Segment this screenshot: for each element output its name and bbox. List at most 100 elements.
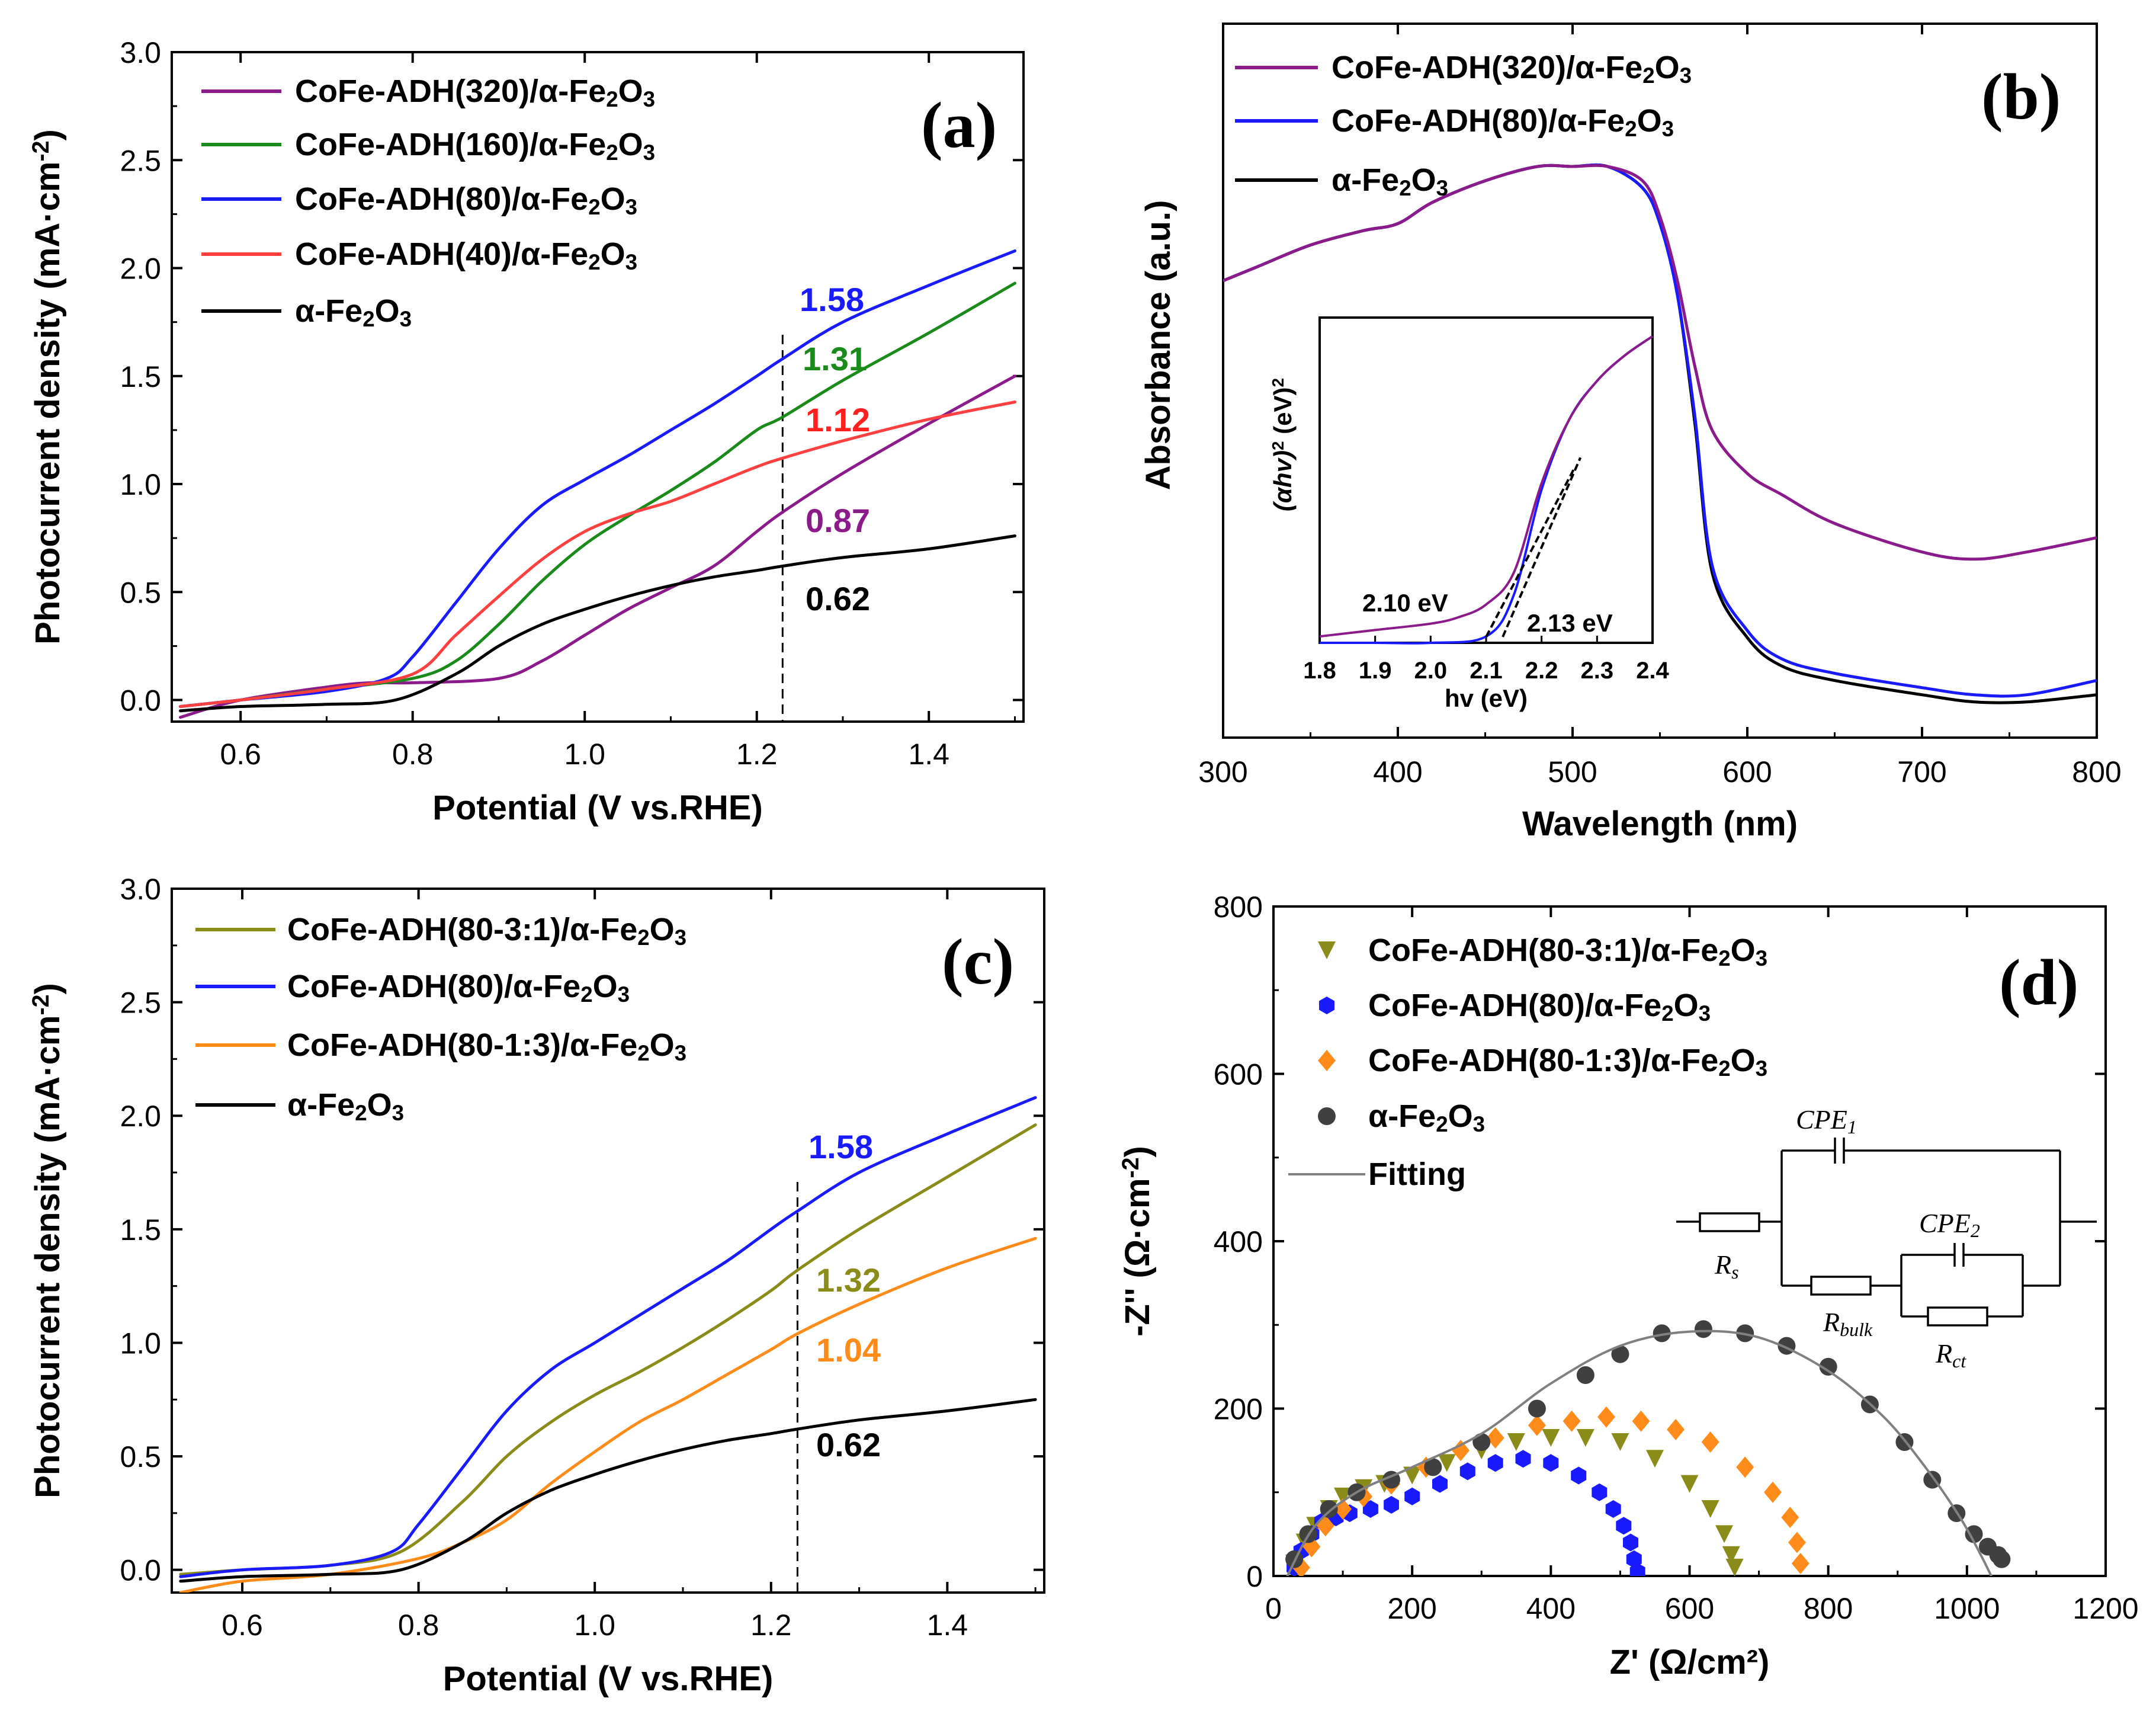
plot-area	[179, 249, 1016, 722]
x-tick-label: 0	[1265, 1592, 1282, 1625]
y-tick-label: 2.0	[120, 1100, 161, 1133]
data-point	[1629, 1562, 1645, 1576]
data-point	[1452, 1440, 1470, 1462]
legend-marker	[1318, 941, 1336, 959]
x-tick-label: 1.2	[736, 738, 778, 771]
bandgap-annotation: 2.10 eV	[1362, 589, 1448, 617]
data-point	[1764, 1481, 1782, 1503]
y-tick-label: 0.0	[120, 1554, 161, 1587]
circuit-label: Rbulk	[1823, 1307, 1873, 1340]
resistor-Rbulk	[1810, 1276, 1872, 1296]
data-point	[1736, 1456, 1754, 1478]
data-point	[1819, 1357, 1837, 1376]
value-annotation: 0.62	[806, 580, 870, 617]
x-axis-label: Z' (Ω/cm²)	[1610, 1643, 1770, 1681]
data-point	[1528, 1399, 1546, 1418]
panel-label-d: (d)	[1999, 946, 2078, 1018]
series-line	[179, 1398, 1037, 1583]
legend-label: CoFe-ADH(80-1:3)/α-Fe2O3	[1368, 1043, 1767, 1081]
data-point	[1320, 1500, 1338, 1518]
bandgap-annotation: 2.13 eV	[1527, 609, 1613, 637]
series-line	[1286, 1329, 1993, 1576]
circuit-label: CPE2	[1919, 1208, 1980, 1241]
data-point	[1542, 1428, 1560, 1447]
circuit-label: Rct	[1935, 1338, 1966, 1372]
data-point	[1722, 1546, 1740, 1564]
plot-area	[179, 1096, 1037, 1593]
x-tick-label: 800	[1804, 1592, 1853, 1625]
data-point	[1472, 1433, 1491, 1451]
inset-x-tick-label: 2.2	[1525, 658, 1558, 684]
series-line	[179, 374, 1016, 719]
data-point	[1605, 1500, 1621, 1518]
y-tick-label: 400	[1214, 1225, 1263, 1258]
x-tick-label: 0.8	[398, 1609, 439, 1642]
panel-b: 300 400 500 600 700 800 Wavelength (nm) Absorba…	[1139, 23, 2122, 843]
series-line	[179, 534, 1016, 713]
legend-label: CoFe-ADH(80)/α-Fe2O3	[1332, 103, 1674, 141]
data-point	[1459, 1462, 1475, 1481]
value-annotation: 1.12	[806, 401, 870, 438]
series-line	[179, 1236, 1037, 1593]
y-tick-label: 1.5	[120, 1213, 161, 1247]
circuit-label: CPE1	[1796, 1104, 1857, 1138]
legend-label: CoFe-ADH(320)/α-Fe2O3	[1332, 50, 1692, 88]
resistor-Rct	[1927, 1306, 1988, 1327]
y-tick-label: 200	[1214, 1393, 1263, 1426]
inset-x-tick-label: 2.4	[1636, 658, 1669, 684]
legend-label: CoFe-ADH(320)/α-Fe2O3	[295, 73, 655, 111]
plot-frame	[171, 51, 1025, 723]
inset-y-axis-label: (αhv)2 (eV)2	[1269, 378, 1297, 511]
y-tick-label: 1.0	[120, 1327, 161, 1360]
data-point	[1404, 1487, 1420, 1505]
legend-label: α-Fe2O3	[1332, 162, 1448, 200]
legend-label: α-Fe2O3	[287, 1087, 404, 1125]
panel-label-b: (b)	[1981, 60, 2061, 133]
value-annotation: 1.58	[808, 1128, 873, 1165]
x-tick-label: 0.8	[392, 738, 434, 771]
legend-label: CoFe-ADH(80-3:1)/α-Fe2O3	[1368, 933, 1767, 970]
value-annotation: 0.62	[816, 1426, 881, 1463]
y-tick-label: 2.5	[120, 144, 161, 177]
data-point	[1507, 1433, 1525, 1451]
data-point	[1576, 1366, 1594, 1384]
legend-label: CoFe-ADH(160)/α-Fe2O3	[295, 127, 655, 165]
data-point	[1543, 1454, 1559, 1472]
data-point	[1438, 1454, 1456, 1472]
data-point	[1486, 1427, 1504, 1449]
inset-series-line	[1319, 335, 1654, 638]
x-tick-label: 400	[1373, 755, 1422, 789]
circuit-label: Rs	[1714, 1250, 1739, 1283]
value-annotation: 1.58	[800, 281, 864, 318]
data-point	[1362, 1500, 1378, 1518]
data-point	[1791, 1552, 1810, 1574]
y-axis-label: Photocurrent density (mA·cm-2)	[28, 983, 67, 1498]
legend-label: α-Fe2O3	[1368, 1098, 1485, 1136]
data-point	[1334, 1487, 1352, 1505]
legend-label: CoFe-ADH(80)/α-Fe2O3	[295, 181, 637, 219]
data-point	[1424, 1458, 1442, 1476]
y-axis-label: -Z'' (Ω·cm-2)	[1118, 1146, 1157, 1337]
y-tick-label: 0.5	[120, 576, 161, 609]
data-point	[1597, 1406, 1615, 1428]
data-point	[1623, 1533, 1638, 1552]
x-axis-label: Potential (V vs.RHE)	[443, 1659, 774, 1698]
panel-d: 0 200 400 600 800 1000 1200 0 200 400 600 800 Z' (Ω/…	[1118, 890, 2138, 1681]
y-axis-label: Photocurrent density (mA·cm-2)	[28, 129, 67, 645]
panel-label-a: (a)	[921, 89, 997, 161]
data-point	[1781, 1507, 1799, 1529]
data-point	[1632, 1410, 1650, 1432]
y-tick-label: 3.0	[120, 36, 161, 69]
x-tick-label: 200	[1387, 1592, 1436, 1625]
data-point	[1701, 1500, 1719, 1518]
x-tick-label: 1.4	[908, 738, 949, 771]
panel-c: 0.6 0.8 1.0 1.2 1.4 0.0 0.5 1.0 1.5 2.0 2.5 3.0 Pote…	[28, 873, 1045, 1698]
inset-x-tick-label: 2.0	[1414, 658, 1448, 684]
tangent-line	[1502, 457, 1582, 637]
data-point	[1680, 1475, 1699, 1493]
x-tick-label: 1.2	[750, 1609, 792, 1642]
value-annotation: 1.31	[803, 340, 867, 377]
y-tick-label: 2.5	[120, 986, 161, 1020]
y-axis-label: Absorbance (a.u.)	[1139, 200, 1178, 491]
